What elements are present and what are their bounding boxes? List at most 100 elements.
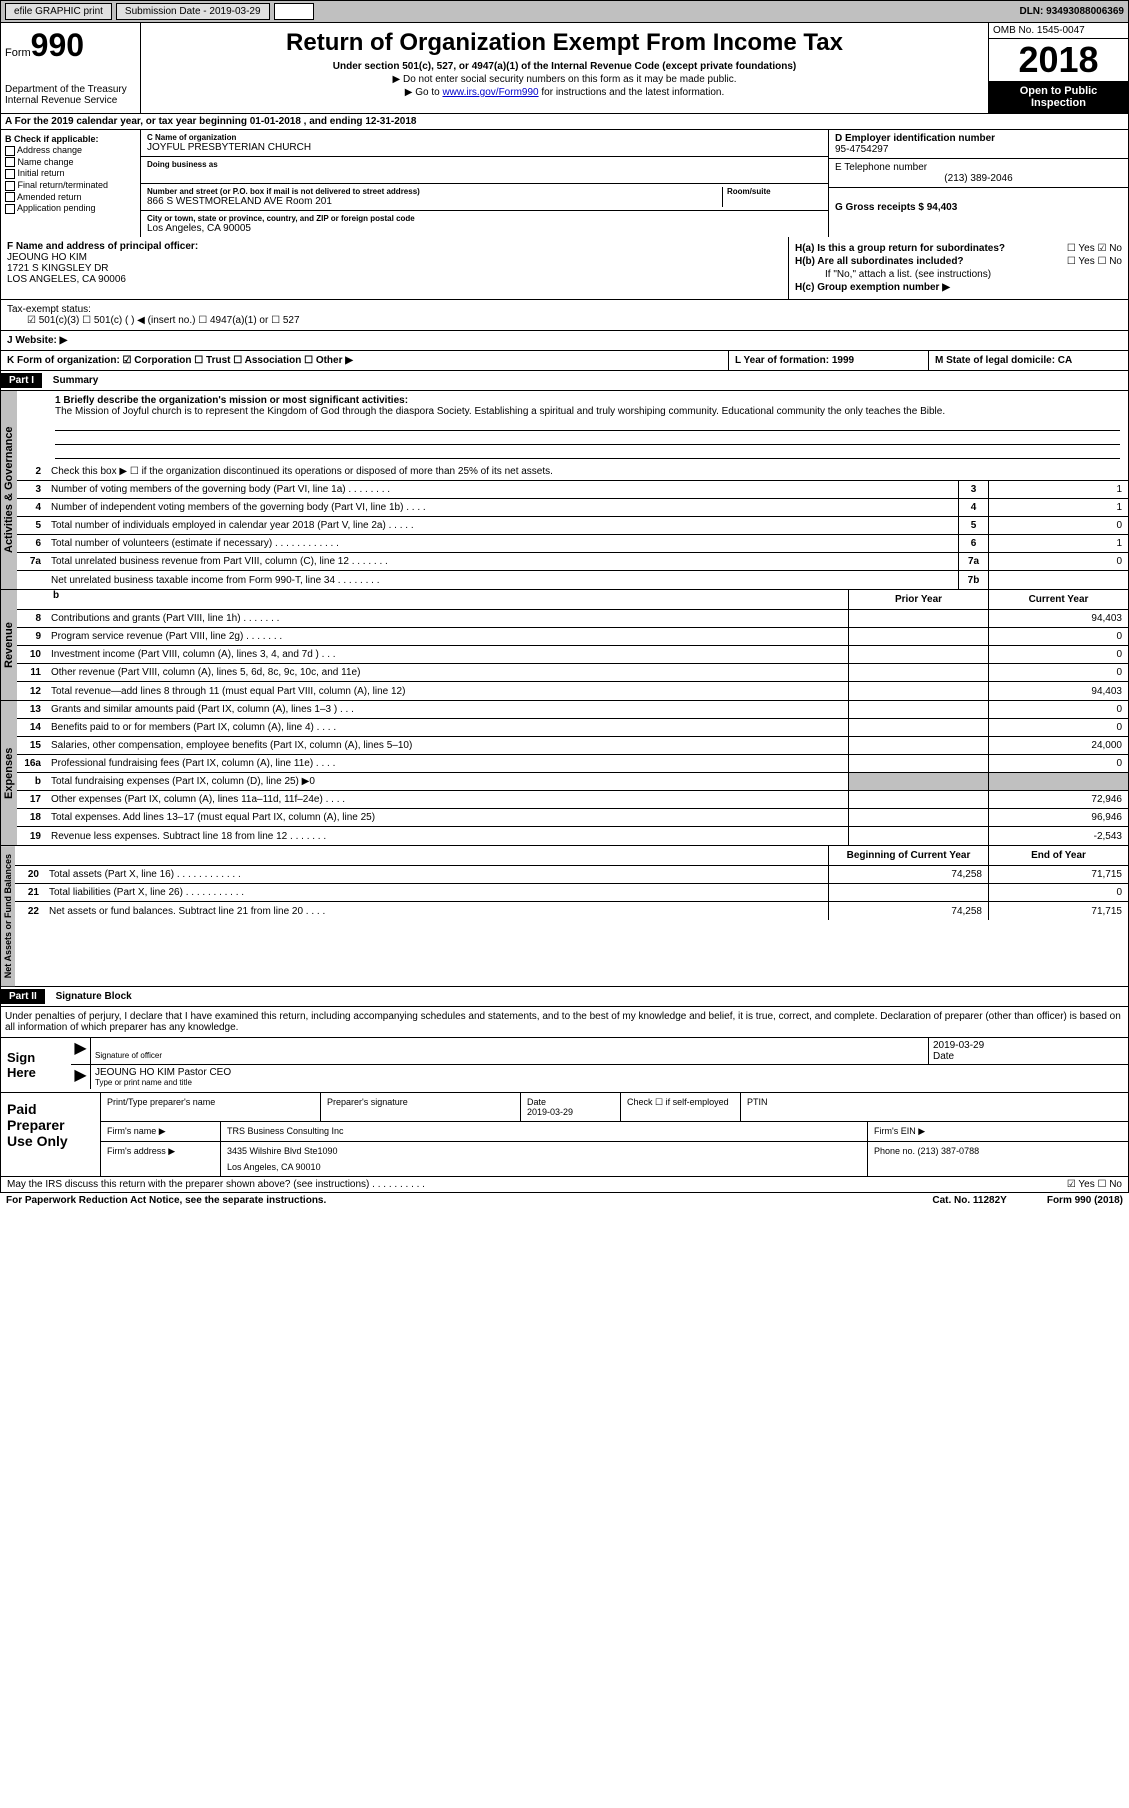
firm-addr2: Los Angeles, CA 90010 xyxy=(227,1162,861,1172)
summary-line: 6Total number of volunteers (estimate if… xyxy=(17,535,1128,553)
summary-line: 20Total assets (Part X, line 16) . . . .… xyxy=(15,866,1128,884)
form990-link[interactable]: www.irs.gov/Form990 xyxy=(442,87,538,98)
form-header: Form990 Department of the Treasury Inter… xyxy=(0,23,1129,114)
instruction-2: ▶ Go to www.irs.gov/Form990 for instruct… xyxy=(147,87,982,98)
paperwork-notice: For Paperwork Reduction Act Notice, see … xyxy=(6,1195,326,1206)
officer-addr2: LOS ANGELES, CA 90006 xyxy=(7,274,782,285)
summary-line: 17Other expenses (Part IX, column (A), l… xyxy=(17,791,1128,809)
officer-name: JEOUNG HO KIM xyxy=(7,252,782,263)
dln: DLN: 93493088006369 xyxy=(1019,6,1124,17)
part1-label: Part I xyxy=(1,373,42,388)
hb-note: If "No," attach a list. (see instruction… xyxy=(795,269,1122,280)
website-row: J Website: ▶ xyxy=(0,331,1129,351)
org-name: JOYFUL PRESBYTERIAN CHURCH xyxy=(147,142,822,153)
signer-name: JEOUNG HO KIM Pastor CEO xyxy=(95,1067,1124,1078)
firm-name: TRS Business Consulting Inc xyxy=(221,1122,868,1141)
checkbox-option[interactable]: Application pending xyxy=(5,203,136,214)
summary-line: 22Net assets or fund balances. Subtract … xyxy=(15,902,1128,920)
date-box xyxy=(274,3,314,20)
checkbox-option[interactable]: Name change xyxy=(5,157,136,168)
prep-date: 2019-03-29 xyxy=(527,1107,573,1117)
form-subtitle: Under section 501(c), 527, or 4947(a)(1)… xyxy=(147,61,982,72)
summary-line: 5Total number of individuals employed in… xyxy=(17,517,1128,535)
hdr-end: End of Year xyxy=(988,846,1128,865)
gross-receipts: G Gross receipts $ 94,403 xyxy=(835,202,1122,213)
activities-governance: Activities & Governance 1 Briefly descri… xyxy=(0,391,1129,590)
sign-block: Sign Here ▶ Signature of officer 2019-03… xyxy=(0,1038,1129,1093)
preparer-label: Paid Preparer Use Only xyxy=(1,1093,101,1176)
preparer-block: Paid Preparer Use Only Print/Type prepar… xyxy=(0,1093,1129,1177)
tax-year: 2018 xyxy=(989,39,1128,81)
row-klm: K Form of organization: ☑ Corporation ☐ … xyxy=(0,351,1129,371)
form-title: Return of Organization Exempt From Incom… xyxy=(147,29,982,57)
vlabel-net: Net Assets or Fund Balances xyxy=(1,846,15,986)
room-label: Room/suite xyxy=(727,187,822,196)
checkbox-option[interactable]: Initial return xyxy=(5,168,136,179)
vlabel-activities: Activities & Governance xyxy=(1,391,17,589)
ptin-label: PTIN xyxy=(741,1093,1128,1121)
checkbox-option[interactable]: Amended return xyxy=(5,192,136,203)
firm-phone: Phone no. (213) 387-0788 xyxy=(868,1142,1128,1176)
firm-addr1: 3435 Wilshire Blvd Ste1090 xyxy=(227,1146,861,1156)
efile-label: efile GRAPHIC print xyxy=(5,3,112,20)
summary-line: 11Other revenue (Part VIII, column (A), … xyxy=(17,664,1128,682)
street-address: 866 S WESTMORELAND AVE Room 201 xyxy=(147,196,722,207)
sig-officer-label: Signature of officer xyxy=(95,1051,924,1060)
hdr-begin: Beginning of Current Year xyxy=(828,846,988,865)
hc-label: H(c) Group exemption number ▶ xyxy=(795,282,950,293)
ein: 95-4754297 xyxy=(835,144,1122,155)
firm-addr-label: Firm's address ▶ xyxy=(101,1142,221,1176)
officer-addr1: 1721 S KINGSLEY DR xyxy=(7,263,782,274)
instruction-1: ▶ Do not enter social security numbers o… xyxy=(147,74,982,85)
prep-sig-label: Preparer's signature xyxy=(321,1093,521,1121)
discuss-row: May the IRS discuss this return with the… xyxy=(0,1177,1129,1193)
cat-no: Cat. No. 11282Y xyxy=(932,1195,1006,1206)
form-of-org: K Form of organization: ☑ Corporation ☐ … xyxy=(1,351,728,370)
col-b-checkboxes: B Check if applicable: Address change Na… xyxy=(1,130,141,237)
revenue-section: Revenue b Prior Year Current Year 8Contr… xyxy=(0,590,1129,701)
hdr-current: Current Year xyxy=(988,590,1128,609)
header-bar: efile GRAPHIC print Submission Date - 20… xyxy=(0,0,1129,23)
summary-line: 18Total expenses. Add lines 13–17 (must … xyxy=(17,809,1128,827)
checkbox-option[interactable]: Final return/terminated xyxy=(5,180,136,191)
irs-label: Internal Revenue Service xyxy=(5,95,136,106)
submission-date: Submission Date - 2019-03-29 xyxy=(116,3,270,20)
prep-date-label: Date xyxy=(527,1097,546,1107)
dba-label: Doing business as xyxy=(147,160,822,169)
self-employed-check: Check ☐ if self-employed xyxy=(621,1093,741,1121)
tax-status-opts: ☑ 501(c)(3) ☐ 501(c) ( ) ◀ (insert no.) … xyxy=(7,315,1122,326)
city-state-zip: Los Angeles, CA 90005 xyxy=(147,223,822,234)
declaration: Under penalties of perjury, I declare th… xyxy=(0,1007,1129,1038)
net-assets-section: Net Assets or Fund Balances Beginning of… xyxy=(0,846,1129,987)
addr-label: Number and street (or P.O. box if mail i… xyxy=(147,187,722,196)
mission-text: The Mission of Joyful church is to repre… xyxy=(55,406,1120,417)
omb-number: OMB No. 1545-0047 xyxy=(989,23,1128,39)
year-formation: L Year of formation: 1999 xyxy=(728,351,928,370)
summary-line: 19Revenue less expenses. Subtract line 1… xyxy=(17,827,1128,845)
summary-line: 8Contributions and grants (Part VIII, li… xyxy=(17,610,1128,628)
part1-title: Summary xyxy=(45,375,99,386)
vlabel-expenses: Expenses xyxy=(1,701,17,845)
section-bcd: B Check if applicable: Address change Na… xyxy=(0,130,1129,237)
summary-line: bTotal fundraising expenses (Part IX, co… xyxy=(17,773,1128,791)
sign-date: 2019-03-29 xyxy=(933,1040,1124,1051)
date-label: Date xyxy=(933,1051,1124,1062)
phone: (213) 389-2046 xyxy=(835,173,1122,184)
tax-status-row: Tax-exempt status: ☑ 501(c)(3) ☐ 501(c) … xyxy=(0,300,1129,331)
dept-treasury: Department of the Treasury xyxy=(5,84,136,95)
discuss-answer: ☑ Yes ☐ No xyxy=(1067,1179,1122,1190)
state-domicile: M State of legal domicile: CA xyxy=(928,351,1128,370)
summary-line: Net unrelated business taxable income fr… xyxy=(17,571,1128,589)
summary-line: 16aProfessional fundraising fees (Part I… xyxy=(17,755,1128,773)
checkbox-option[interactable]: Address change xyxy=(5,145,136,156)
line1-label: 1 Briefly describe the organization's mi… xyxy=(55,395,1120,406)
city-label: City or town, state or province, country… xyxy=(147,214,822,223)
part2-label: Part II xyxy=(1,989,45,1004)
summary-line: 7aTotal unrelated business revenue from … xyxy=(17,553,1128,571)
prep-name-label: Print/Type preparer's name xyxy=(101,1093,321,1121)
public-inspection: Open to Public Inspection xyxy=(989,81,1128,113)
summary-line: 10Investment income (Part VIII, column (… xyxy=(17,646,1128,664)
section-fgh: F Name and address of principal officer:… xyxy=(0,237,1129,300)
arrow-icon: ▶ xyxy=(71,1065,91,1089)
vlabel-revenue: Revenue xyxy=(1,590,17,700)
